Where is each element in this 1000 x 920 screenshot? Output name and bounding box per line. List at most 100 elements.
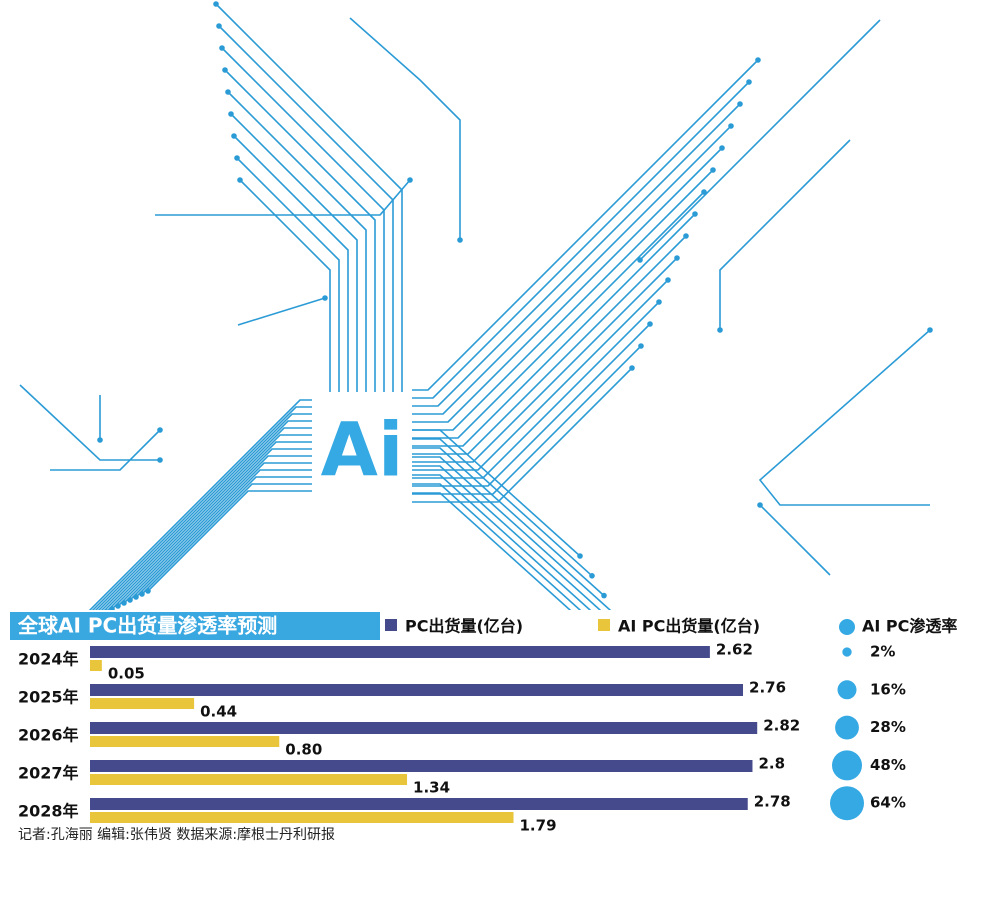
circuit-node bbox=[577, 553, 583, 559]
circuit-trace bbox=[412, 191, 705, 439]
circuit-trace bbox=[759, 504, 831, 576]
circuit-trace bbox=[19, 384, 160, 461]
value-label: 2.62 bbox=[716, 641, 753, 659]
circuit-trace bbox=[215, 3, 403, 392]
circuit-trace bbox=[412, 429, 581, 557]
bar bbox=[90, 698, 195, 709]
circuit-node bbox=[719, 145, 725, 151]
circuit-node bbox=[225, 89, 231, 95]
circuit-node bbox=[97, 437, 103, 443]
circuit-node bbox=[237, 177, 243, 183]
penetration-label: 16% bbox=[870, 680, 906, 698]
circuit-node bbox=[157, 457, 163, 463]
bar bbox=[90, 798, 748, 810]
circuit-trace bbox=[94, 413, 312, 610]
circuit-node bbox=[717, 327, 723, 333]
circuit-node bbox=[601, 592, 607, 599]
value-label: 0.80 bbox=[285, 741, 322, 759]
circuit-trace bbox=[412, 125, 732, 415]
circuit-node bbox=[927, 327, 933, 333]
circuit-trace bbox=[412, 456, 612, 610]
footer: 记者:孔海丽 编辑:张伟贤 数据来源:摩根士丹利研报 bbox=[18, 826, 335, 843]
value-label: 2.8 bbox=[758, 755, 785, 773]
bar bbox=[90, 660, 102, 671]
circuit-trace bbox=[412, 438, 593, 577]
circuit-node bbox=[145, 588, 151, 594]
category-label: 2024年 bbox=[18, 650, 79, 669]
circuit-trace bbox=[412, 169, 714, 431]
circuit-trace bbox=[106, 441, 312, 610]
circuit-trace bbox=[155, 179, 411, 216]
circuit-node bbox=[692, 211, 698, 217]
circuit-node bbox=[674, 255, 680, 261]
circuit-trace bbox=[111, 448, 312, 610]
circuit-node bbox=[656, 299, 662, 305]
circuit-node bbox=[231, 133, 237, 139]
penetration-bubble bbox=[830, 786, 864, 821]
circuit-node bbox=[665, 277, 671, 283]
circuit-node bbox=[757, 502, 763, 508]
circuit-trace bbox=[412, 147, 723, 423]
circuit-trace bbox=[123, 462, 312, 604]
legend-label: AI PC渗透率 bbox=[862, 617, 957, 636]
circuit-node bbox=[228, 111, 234, 117]
circuit-node bbox=[728, 123, 734, 129]
chip bbox=[312, 392, 412, 502]
circuit-trace bbox=[221, 47, 385, 392]
circuit-trace bbox=[129, 469, 312, 601]
circuit-trace bbox=[103, 434, 312, 610]
circuit-node bbox=[234, 155, 240, 161]
legend-swatch bbox=[598, 619, 610, 631]
circuit-node bbox=[219, 45, 225, 51]
circuit-trace bbox=[97, 420, 312, 610]
category-label: 2028年 bbox=[18, 802, 79, 821]
circuit-trace bbox=[91, 406, 312, 610]
circuit-node bbox=[127, 597, 133, 603]
circuit-node bbox=[216, 23, 222, 29]
title-banner bbox=[10, 612, 380, 640]
circuit-trace bbox=[412, 367, 633, 503]
circuit-trace bbox=[237, 297, 326, 326]
circuit-trace bbox=[639, 19, 881, 261]
value-label: 2.82 bbox=[763, 717, 800, 735]
circuit-node bbox=[104, 609, 108, 610]
circuit-trace bbox=[412, 492, 572, 610]
circuit-trace bbox=[719, 139, 851, 330]
circuit-trace bbox=[50, 429, 161, 471]
circuit-node bbox=[647, 321, 653, 327]
circuit-node bbox=[755, 57, 761, 63]
circuit-node bbox=[213, 1, 219, 7]
circuit-trace bbox=[236, 157, 340, 392]
circuit-node bbox=[121, 600, 127, 606]
penetration-bubble bbox=[842, 647, 852, 657]
penetration-label: 28% bbox=[870, 718, 906, 736]
circuit-node bbox=[407, 177, 413, 183]
value-label: 2.76 bbox=[749, 679, 786, 697]
circuit-trace bbox=[88, 399, 312, 610]
bar bbox=[90, 684, 744, 696]
circuit-trace bbox=[412, 59, 759, 391]
circuit-trace bbox=[117, 455, 312, 607]
circuit-trace bbox=[412, 447, 605, 597]
penetration-bubble bbox=[832, 750, 862, 781]
circuit-trace bbox=[412, 81, 750, 399]
circuit-node bbox=[139, 591, 145, 597]
circuit-node bbox=[637, 257, 643, 263]
legend-bubble bbox=[839, 619, 855, 635]
circuit-node bbox=[701, 189, 707, 195]
value-label: 1.34 bbox=[413, 779, 450, 797]
circuit-trace bbox=[412, 323, 651, 487]
bar bbox=[90, 736, 280, 747]
value-label: 2.78 bbox=[754, 793, 791, 811]
circuit-node bbox=[746, 79, 752, 85]
circuit-node bbox=[589, 573, 595, 579]
category-label: 2026年 bbox=[18, 726, 79, 745]
circuit-node bbox=[710, 167, 716, 173]
circuit-node bbox=[457, 237, 463, 243]
circuit-trace bbox=[412, 483, 582, 610]
circuit-node bbox=[115, 603, 121, 609]
circuit-trace bbox=[412, 465, 602, 610]
category-label: 2027年 bbox=[18, 764, 79, 783]
circuit-trace bbox=[412, 235, 687, 455]
